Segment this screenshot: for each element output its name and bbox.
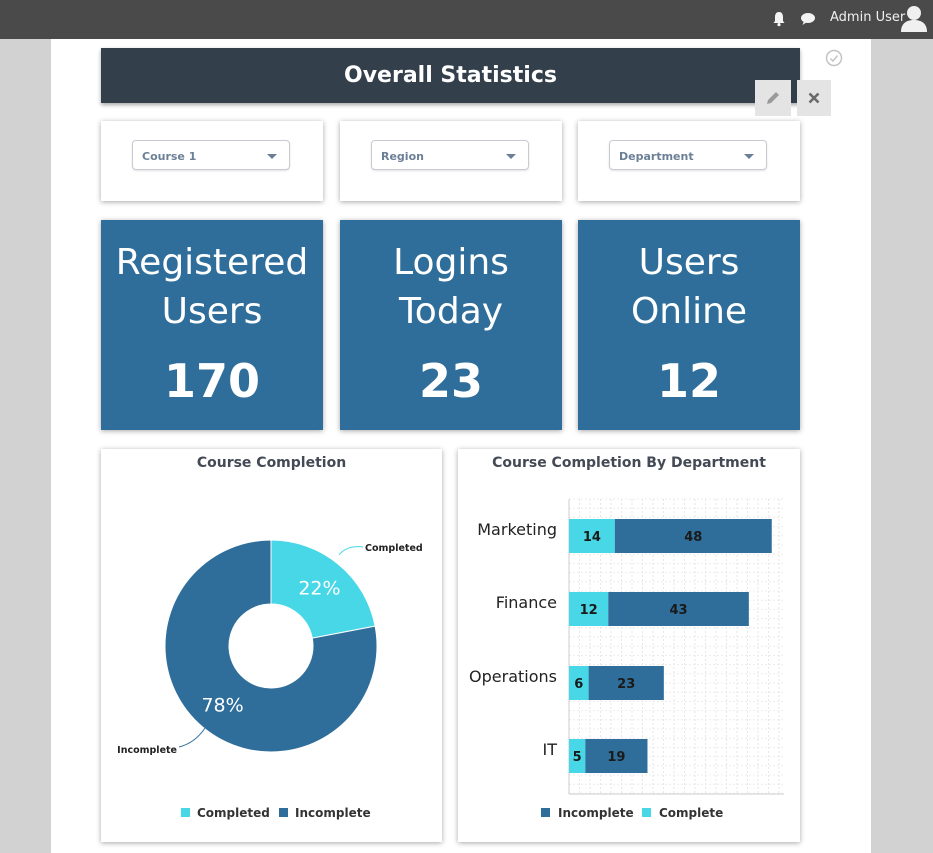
donut-slice-completed <box>270 539 376 639</box>
donut-chart: 22% 78% Completed Incomplete Completed Incomp… <box>117 539 423 820</box>
users-online-card: Users Online 12 <box>578 220 800 430</box>
course-select[interactable]: Course 1 <box>132 140 290 170</box>
bar-segment-complete <box>569 666 589 700</box>
donut-slice-incomplete <box>164 539 378 753</box>
legend-swatch <box>642 808 651 817</box>
pencil-icon <box>767 92 779 104</box>
stat-label: Users Online <box>630 242 748 332</box>
course-filter-card: Course 1 <box>101 121 323 201</box>
stat-value: 170 <box>163 354 261 408</box>
chevron-down-icon <box>744 154 754 159</box>
legend-label: Incomplete <box>558 806 634 820</box>
stat-label: Logins Today <box>393 242 509 332</box>
category-label: Finance <box>496 593 557 612</box>
chevron-down-icon <box>506 154 516 159</box>
department-select-value: Department <box>619 150 694 163</box>
bar-segment-complete <box>569 519 615 553</box>
legend-label: Completed <box>197 806 270 820</box>
department-filter-card: Department <box>578 121 800 201</box>
slice-category-label: Incomplete <box>117 745 177 756</box>
region-select[interactable]: Region <box>371 140 529 170</box>
legend-swatch <box>279 808 288 817</box>
course-completion-card: Course Completion 22% 78% Completed Incompl… <box>101 449 442 842</box>
bar-data-label: 48 <box>684 530 702 545</box>
logins-today-card: Logins Today 23 <box>340 220 562 430</box>
category-label: IT <box>543 740 558 759</box>
bar-segment-incomplete <box>585 739 648 773</box>
bar-data-label: 43 <box>669 603 687 618</box>
edit-button[interactable] <box>755 80 791 116</box>
bar-segment-incomplete <box>608 592 749 626</box>
page-title: Overall Statistics <box>101 48 800 103</box>
department-completion-card: Course Completion By Department Marketin… <box>458 449 800 842</box>
bar-segment-incomplete <box>588 666 664 700</box>
legend-swatch <box>181 808 190 817</box>
stat-value: 12 <box>656 354 721 408</box>
bar-data-label: 19 <box>607 750 625 765</box>
close-icon <box>808 92 820 104</box>
stat-value: 23 <box>418 354 483 408</box>
chevron-down-icon <box>267 154 277 159</box>
legend-swatch <box>541 808 550 817</box>
category-label: Operations <box>469 667 557 686</box>
department-select[interactable]: Department <box>609 140 767 170</box>
slice-category-label: Completed <box>365 543 423 554</box>
slice-percent-label: 78% <box>201 695 243 717</box>
registered-users-card: Registered Users 170 <box>101 220 323 430</box>
bar-segment-complete <box>569 592 609 626</box>
stat-label: Registered Users <box>115 242 309 332</box>
chart-title: Course Completion By Department <box>492 455 766 471</box>
legend-label: Incomplete <box>295 806 371 820</box>
check-circle-icon[interactable] <box>825 49 843 72</box>
top-bar: Admin User <box>0 0 933 39</box>
course-select-value: Course 1 <box>142 150 197 163</box>
bar-segment-incomplete <box>614 519 772 553</box>
region-select-value: Region <box>381 150 424 163</box>
user-name[interactable]: Admin User <box>830 10 906 25</box>
bar-data-label: 23 <box>617 677 635 692</box>
legend-label: Complete <box>659 806 723 820</box>
bar-segment-complete <box>569 739 586 773</box>
category-label: Marketing <box>477 520 557 539</box>
chart-title: Course Completion <box>196 455 347 471</box>
slice-percent-label: 22% <box>298 577 340 599</box>
bar-data-label: 14 <box>583 530 601 545</box>
bar-data-label: 12 <box>580 603 598 618</box>
region-filter-card: Region <box>340 121 562 201</box>
user-avatar-icon[interactable] <box>899 4 929 39</box>
bar-data-label: 6 <box>574 677 583 692</box>
leader-line <box>178 727 206 748</box>
close-button[interactable] <box>797 80 831 116</box>
bar-data-label: 5 <box>573 750 582 765</box>
bell-icon[interactable] <box>772 11 786 32</box>
chat-icon[interactable] <box>800 12 816 31</box>
bar-chart: Marketing 14 48 Finance 12 43 Operations 6 23 IT 5… <box>469 498 784 820</box>
leader-line <box>338 546 364 556</box>
